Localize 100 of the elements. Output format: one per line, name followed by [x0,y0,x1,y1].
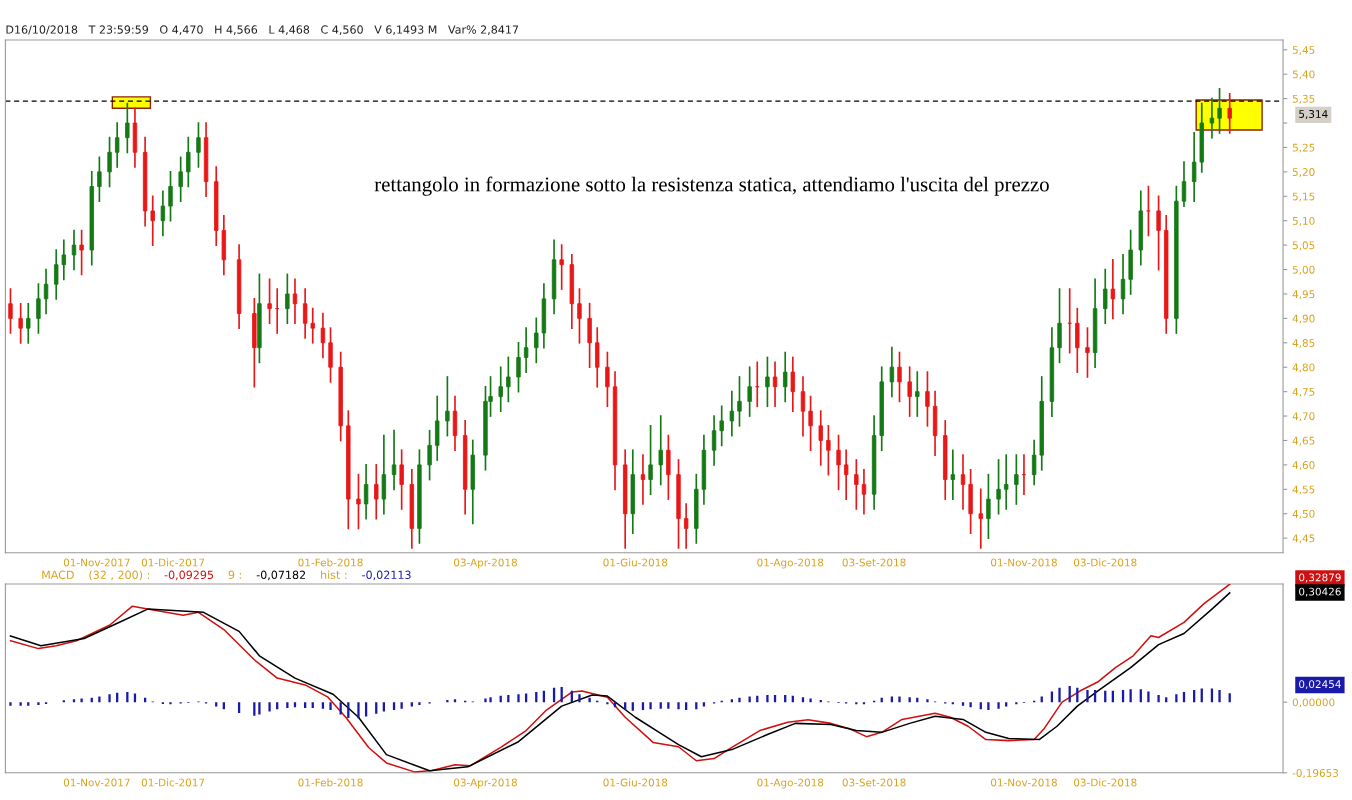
bar [1218,689,1221,703]
bar [169,702,172,705]
x-tick-label: 03-Set-2018 [842,778,906,787]
bar [667,702,670,709]
y-tick-label: 4,70 [1292,412,1315,422]
candlestick [826,424,831,476]
candlestick [36,283,41,334]
bar [311,702,314,708]
bar [303,702,307,708]
candlestick [772,361,778,408]
candlestick [427,429,432,481]
x-tick-label: 01-Ago-2018 [757,778,824,789]
x-tick-label: 01-Nov-2017 [63,558,130,567]
bar [80,698,83,703]
candlestick [907,366,912,417]
bar [649,702,652,710]
candlestick [267,278,272,325]
candlestick [1146,185,1151,237]
bar [1157,694,1160,703]
x-tick-label: 01-Dic-2017 [141,778,205,787]
candlestick [1181,161,1187,207]
candlestick [79,229,84,276]
bar [631,702,634,711]
candlestick [196,122,201,168]
bar [9,702,12,706]
candlestick [889,346,895,398]
candlestick [1120,254,1126,315]
y-tick-label: 4,55 [1292,485,1315,495]
candlestick [925,371,930,427]
candlestick [125,102,130,154]
bar [418,702,421,706]
candlestick [950,449,956,500]
x-tick-label: 01-Dic-2017 [141,558,205,567]
text: -0,02113 [362,570,411,581]
y-tick-label: 5,00 [1292,265,1315,275]
y-tick-label: 4,50 [1292,509,1315,519]
candlestick [1103,268,1108,325]
candlestick [861,468,867,515]
text: -0,09295 [164,570,214,581]
candlestick [559,244,564,290]
candlestick [320,312,326,359]
candlestick [818,410,823,466]
candlestick [790,356,796,413]
y-tick-label: 0,00000 [1292,698,1335,708]
text: D16/10/2018 T 23:59:59 O 4,470 H 4,566 L 4,468 C 4,560 V 6,1493 M Var% 2,8417 [6,25,519,35]
y-tick-label: 4,60 [1292,461,1315,471]
y-tick-label: 5,20 [1292,168,1315,178]
bar [659,702,662,709]
candlestick [960,454,966,510]
bar [578,694,581,703]
bar [677,702,680,710]
bar [997,702,1000,709]
candlestick [1227,92,1232,134]
candlestick [186,136,191,188]
bar [961,702,965,706]
bar [19,702,22,706]
candlestick [1209,97,1215,139]
bar [809,698,812,703]
bar [890,696,894,703]
y-tick-label: 4,65 [1292,436,1315,446]
x-tick-label: 01-Nov-2018 [990,778,1057,787]
y-tick-label: 5,45 [1292,46,1315,55]
bar [400,702,403,709]
annotation: rettangolo in formazione sotto la resistenza statica, attendiamo l'uscita del prezzo [374,176,1049,196]
x-tick-label: 03-Dic-2018 [1073,558,1137,567]
bar [321,702,325,709]
x-tick-label: 03-Apr-2018 [453,558,517,569]
candlestick [178,156,183,203]
x-tick-label: 01-Giu-2018 [603,778,668,787]
bar [375,702,378,714]
candlestick [168,171,173,222]
bar [489,697,492,703]
y-tick-label: -0,19653 [1292,769,1339,778]
bar [37,702,40,706]
bar [898,696,901,703]
text: 0,30426 [1299,587,1341,597]
candlestick [1085,327,1090,378]
bar [588,697,591,703]
bar [987,702,990,711]
x-tick-label: 03-Apr-2018 [453,778,517,789]
candlestick [71,229,77,271]
bar [766,694,769,703]
bar [98,696,101,703]
bar [517,694,520,703]
bar [357,702,360,719]
bar [484,698,487,703]
candlestick [683,503,689,549]
bar [364,702,368,717]
x-tick-label: 01-Nov-2017 [63,778,130,787]
x-tick-label: 01-Nov-2018 [990,558,1057,567]
candlestick [1156,195,1161,271]
candlestick [915,371,920,417]
candlestick [640,454,646,505]
x-tick-label: 01-Feb-2018 [298,558,363,567]
text: MACD [42,570,74,580]
candlestick [808,395,813,452]
candlestick [729,390,735,437]
candlestick [107,136,112,188]
x-tick-label: 01-Ago-2018 [757,558,824,569]
candlestick [8,288,13,334]
